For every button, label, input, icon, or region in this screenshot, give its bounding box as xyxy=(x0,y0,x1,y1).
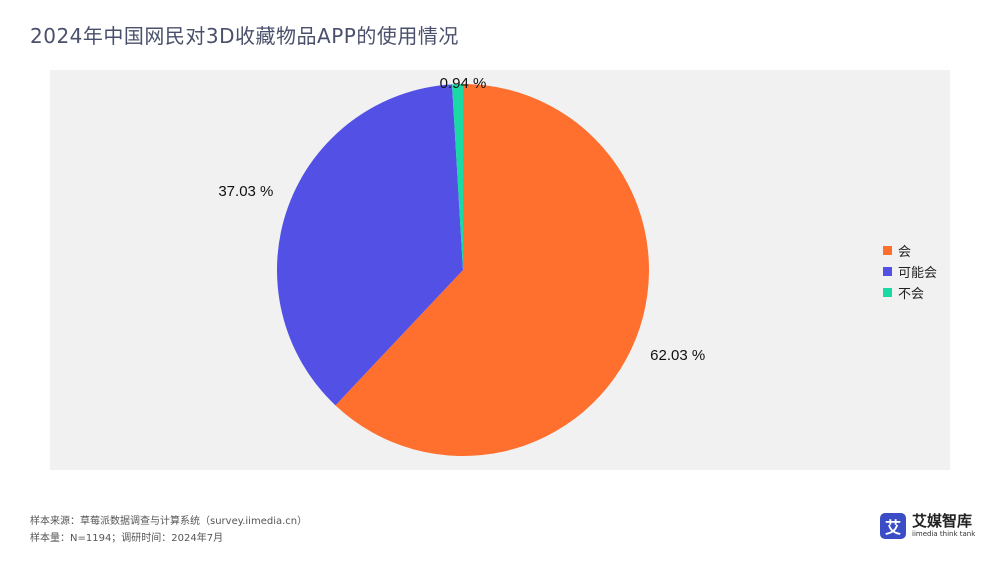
pie-label-buhui: 0.94 % xyxy=(440,75,487,92)
legend: 会 可能会 不会 xyxy=(883,240,937,303)
legend-label: 会 xyxy=(898,245,912,260)
pie-slice-kenenghui xyxy=(277,84,463,406)
brand-name: 艾媒智库 xyxy=(912,512,973,530)
legend-label: 不会 xyxy=(898,287,925,302)
pie-label-kenenghui: 37.03 % xyxy=(218,183,273,200)
brand-tagline: iimedia think tank xyxy=(912,530,976,538)
brand-logo-icon: 艾 xyxy=(880,513,906,539)
brand-logo-block: 艾 艾媒智库 iimedia think tank xyxy=(880,513,975,539)
legend-item-hui: 会 xyxy=(883,240,937,261)
pie-chart: 62.03 % 37.03 % 0.94 % xyxy=(218,75,705,456)
pie-slice-hui xyxy=(335,84,649,456)
legend-item-kenenghui: 可能会 xyxy=(883,261,937,282)
legend-swatch xyxy=(883,246,892,255)
footer-notes: 样本来源：草莓派数据调查与计算系统（survey.iimedia.cn） 样本量… xyxy=(30,513,307,547)
legend-swatch xyxy=(883,288,892,297)
chart-title: 2024年中国网民对3D收藏物品APP的使用情况 xyxy=(30,24,459,48)
plot-area: 62.03 % 37.03 % 0.94 % xyxy=(50,70,950,470)
legend-label: 可能会 xyxy=(898,266,938,281)
legend-item-buhui: 不会 xyxy=(883,282,937,303)
footer-source: 样本来源：草莓派数据调查与计算系统（survey.iimedia.cn） xyxy=(30,516,308,527)
footer-sample: 样本量：N=1194；调研时间：2024年7月 xyxy=(30,533,224,544)
pie-label-hui: 62.03 % xyxy=(650,347,705,364)
pie-slice-buhui xyxy=(452,84,463,270)
legend-swatch xyxy=(883,267,892,276)
